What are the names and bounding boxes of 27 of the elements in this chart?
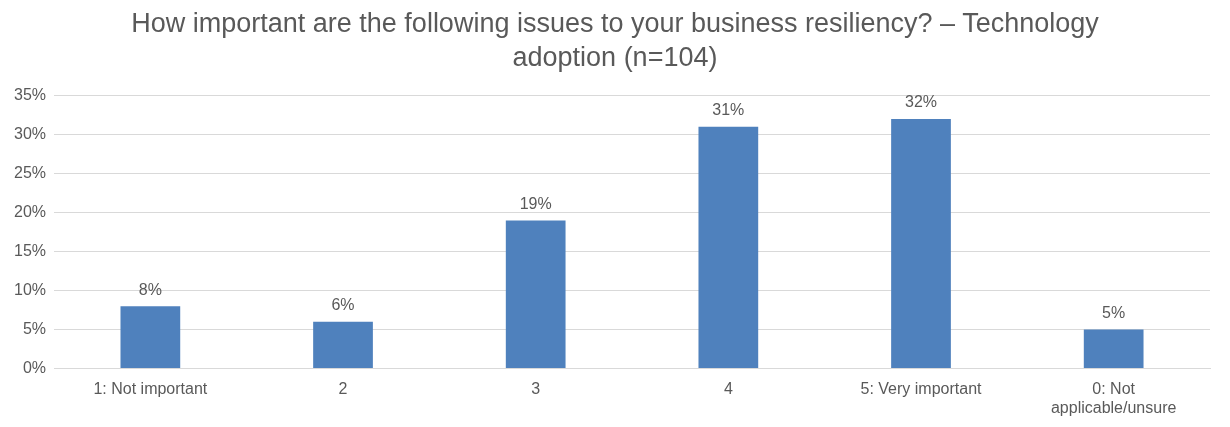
bar — [1083, 329, 1144, 369]
y-tick-label: 30% — [13, 125, 47, 143]
x-tick-label: 3 — [531, 379, 541, 397]
y-tick-label: 15% — [13, 242, 47, 260]
y-tick-label: 5% — [22, 320, 47, 338]
data-label: 6% — [331, 296, 355, 314]
data-label: 8% — [138, 280, 162, 298]
data-label: 31% — [712, 101, 745, 119]
data-label: 5% — [1102, 304, 1126, 322]
x-tick-label: 1: Not important — [93, 379, 208, 397]
bar — [313, 321, 373, 369]
chart-title: How important are the following issues to your business resiliency? – Technology adoption (n=104) — [130, 7, 1100, 74]
y-tick-label: 35% — [13, 86, 47, 104]
x-tick-label: 4 — [723, 379, 733, 397]
data-label: 19% — [519, 194, 552, 212]
y-tick-label: 0% — [22, 359, 47, 377]
x-tick-label: 5: Very important — [860, 379, 983, 397]
bar — [505, 220, 566, 369]
y-tick-label: 10% — [13, 281, 47, 299]
x-tick-label: 2 — [338, 379, 348, 397]
bar — [120, 306, 181, 369]
data-label: 32% — [904, 93, 938, 111]
bar — [891, 119, 951, 369]
x-tick-label: 0: Not applicable/unsure — [1050, 379, 1177, 416]
y-tick-label: 25% — [13, 164, 47, 182]
y-tick-label: 20% — [13, 203, 47, 221]
bar — [698, 126, 759, 369]
